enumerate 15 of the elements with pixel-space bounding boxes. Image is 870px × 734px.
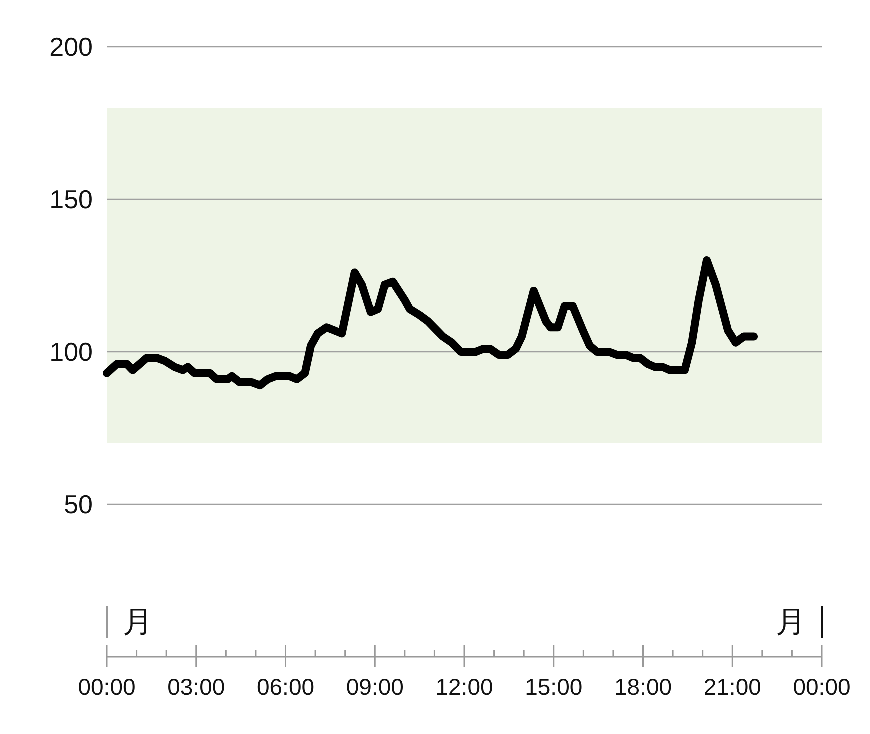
annotation: 月 — [123, 606, 153, 639]
x-tick-label: 03:00 — [168, 674, 226, 700]
x-tick-label: 12:00 — [436, 674, 494, 700]
x-tick-label: 18:00 — [614, 674, 672, 700]
x-tick-label: 00:00 — [78, 674, 136, 700]
y-tick-label: 100 — [50, 337, 93, 367]
annotation: 月 — [776, 606, 806, 639]
y-tick-label: 50 — [64, 490, 93, 520]
x-tick-label: 00:00 — [793, 674, 851, 700]
x-tick-label: 21:00 — [704, 674, 762, 700]
x-tick-label: 06:00 — [256, 674, 315, 700]
y-tick-label: 200 — [50, 32, 93, 62]
x-tick-label: 09:00 — [346, 674, 404, 700]
y-tick-label: 150 — [50, 184, 93, 214]
x-tick-label: 15:00 — [525, 674, 583, 700]
